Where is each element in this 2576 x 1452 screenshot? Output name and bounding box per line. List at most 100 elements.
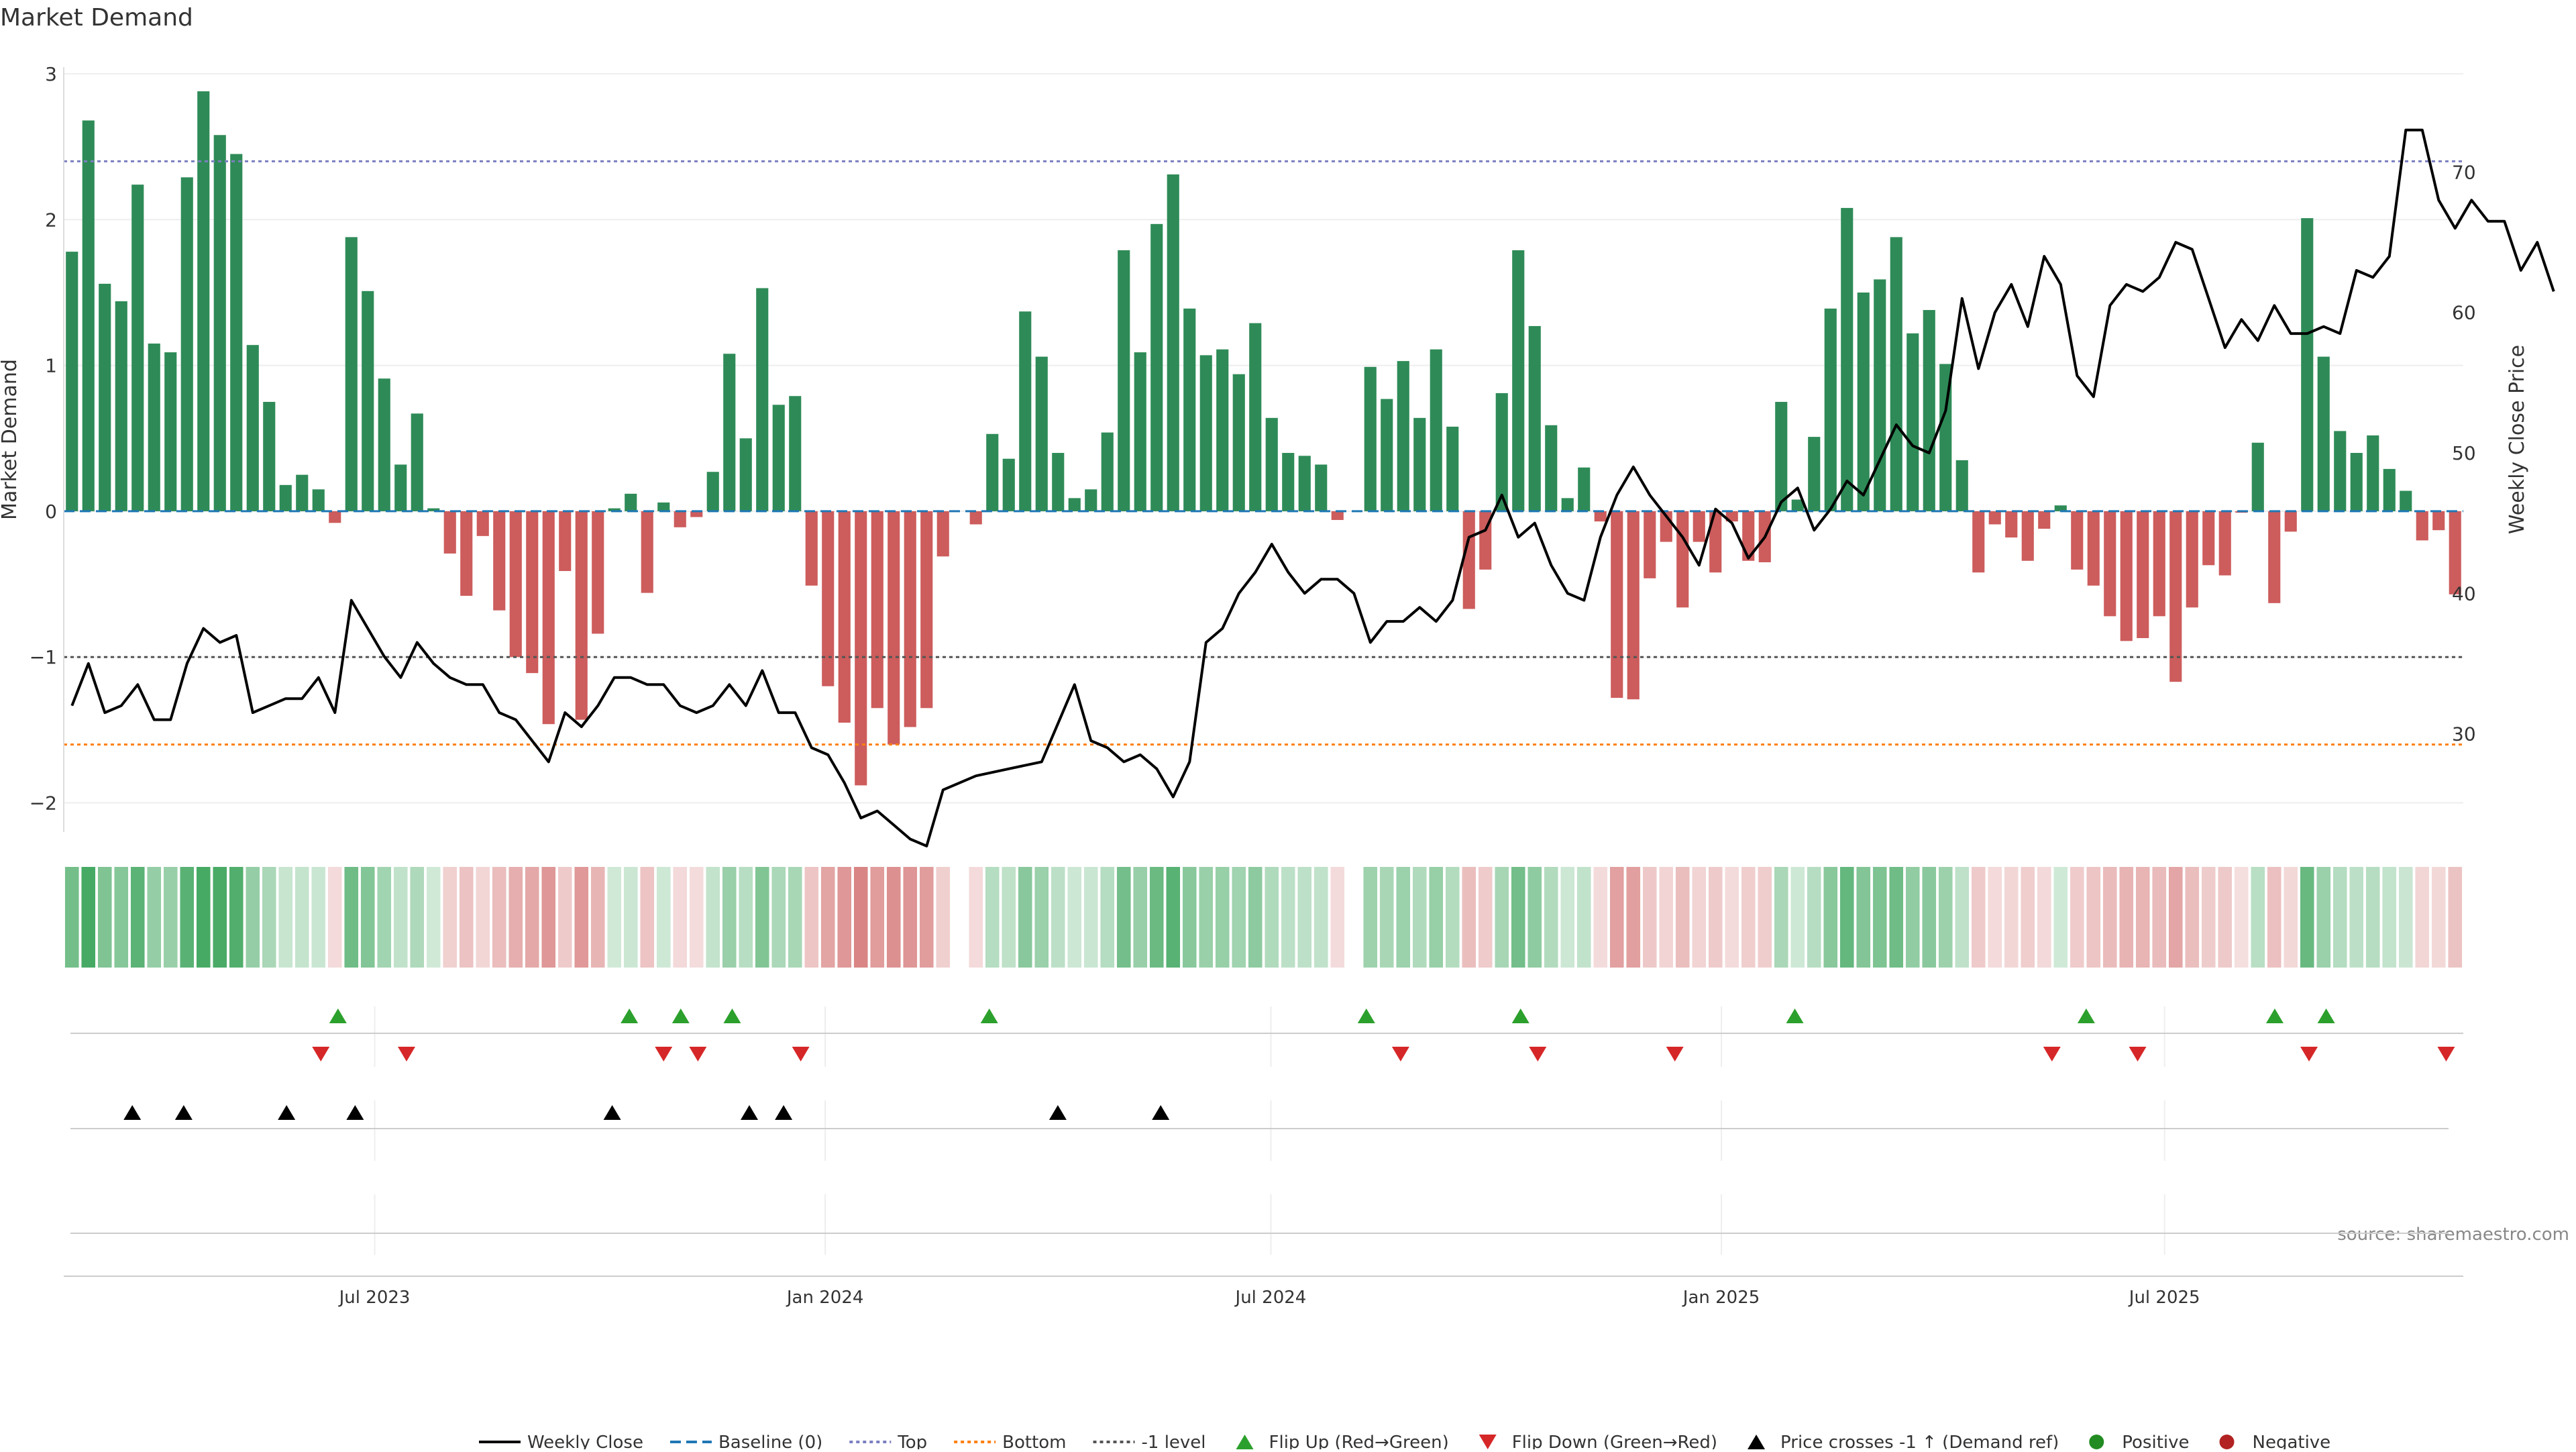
demand-intensity-cell [558,867,572,968]
demand-bar [280,485,292,511]
demand-bar [2005,511,2017,537]
legend-label: Baseline (0) [718,1433,822,1449]
flip-down-marker [1666,1047,1684,1061]
demand-intensity-cell [410,867,424,968]
demand-bar [1233,374,1245,511]
demand-intensity-cell [673,867,687,968]
demand-intensity-cell [541,867,555,968]
legend-label: Weekly Close [527,1433,643,1449]
demand-bar [871,511,883,708]
demand-bar [1529,326,1541,511]
demand-bar [2400,491,2412,511]
demand-bar [1644,511,1656,578]
demand-intensity-cell [1413,867,1427,968]
demand-intensity-cell [1034,867,1049,968]
demand-bar [2153,511,2165,616]
demand-intensity-cell [1216,867,1230,968]
demand-bar [1825,309,1837,511]
y-tick-label-right: 60 [2452,302,2476,324]
demand-bar [756,288,768,511]
demand-intensity-cell [1183,867,1197,968]
demand-intensity-cell [65,867,79,968]
demand-bar [131,185,144,511]
demand-bar [1003,459,1015,511]
demand-intensity-cell [98,867,112,968]
demand-intensity-cell [1544,867,1558,968]
legend-label: Bottom [1002,1433,1066,1449]
demand-intensity-cell [2284,867,2298,968]
y-tick-label-right: 30 [2452,723,2476,745]
demand-bar [1134,352,1146,511]
demand-bar [2219,511,2231,576]
demand-intensity-cell [1560,867,1574,968]
legend-swatch-tri-up [1748,1435,1765,1449]
demand-intensity-cell [262,867,276,968]
demand-bar [378,378,390,511]
demand-bar [1463,511,1475,609]
demand-bar [1627,511,1640,699]
source-note: source: sharemaestro.com [2337,1225,2569,1245]
demand-intensity-cell [1709,867,1723,968]
demand-bar [394,464,407,511]
price-cross-marker [346,1105,364,1120]
demand-intensity-cell [771,867,786,968]
demand-intensity-cell [574,867,588,968]
demand-intensity-cell [1593,867,1607,968]
demand-intensity-cell [197,867,211,968]
demand-bar [2334,431,2346,511]
demand-intensity-cell [1002,867,1016,968]
demand-intensity-cell [2300,867,2314,968]
demand-bar [1036,357,1048,511]
demand-bar [2318,357,2330,511]
demand-intensity-cell [1692,867,1706,968]
demand-bar [1841,208,1853,511]
demand-bar [148,344,160,511]
demand-intensity-cell [1758,867,1772,968]
demand-intensity-cell [229,867,244,968]
demand-intensity-cell [1873,867,1887,968]
demand-intensity-cell [755,867,769,968]
demand-bar [1496,393,1508,511]
demand-intensity-cell [1051,867,1065,968]
demand-intensity-cell [1939,867,1953,968]
price-line-layer [72,130,2554,846]
demand-intensity-cell [1363,867,1377,968]
chart-title: Market Demand [0,4,193,32]
y-tick-label-left: 2 [45,209,57,231]
demand-intensity-cell [278,867,292,968]
demand-bar [1562,498,1574,511]
demand-bar [592,511,604,634]
demand-intensity-cell [2152,867,2166,968]
demand-bar [1069,498,1081,511]
demand-intensity-cell [460,867,474,968]
demand-bar [460,511,472,596]
demand-intensity-cell [295,867,309,968]
x-tick-label: Jan 2025 [1682,1288,1760,1308]
demand-intensity-cell [657,867,671,968]
demand-intensity-cell [1741,867,1756,968]
demand-intensity-cell [1018,867,1032,968]
flip-up-marker [1786,1008,1804,1023]
demand-bar [99,284,111,511]
demand-intensity-cell [1429,867,1443,968]
demand-intensity-cell [1955,867,1969,968]
price-cross-marker [1152,1105,1169,1120]
x-tick-label: Jul 2024 [1234,1288,1307,1308]
demand-intensity-cell [213,867,227,968]
demand-bar [247,345,259,511]
demand-intensity-cell [246,867,260,968]
demand-intensity-cell [2185,867,2199,968]
demand-intensity-cell [1297,867,1311,968]
demand-bar [2416,511,2428,540]
demand-bar [526,511,538,673]
demand-bar [1332,511,1344,520]
demand-bar [986,434,998,511]
y-tick-label-left: 1 [45,355,57,377]
price-cross-marker [741,1105,758,1120]
demand-intensity-cell [2037,867,2051,968]
demand-bar [707,472,719,511]
demand-bar [1446,427,1458,511]
demand-intensity-cell [2432,867,2446,968]
demand-intensity-cell [1150,867,1164,968]
demand-intensity-cell [2333,867,2347,968]
